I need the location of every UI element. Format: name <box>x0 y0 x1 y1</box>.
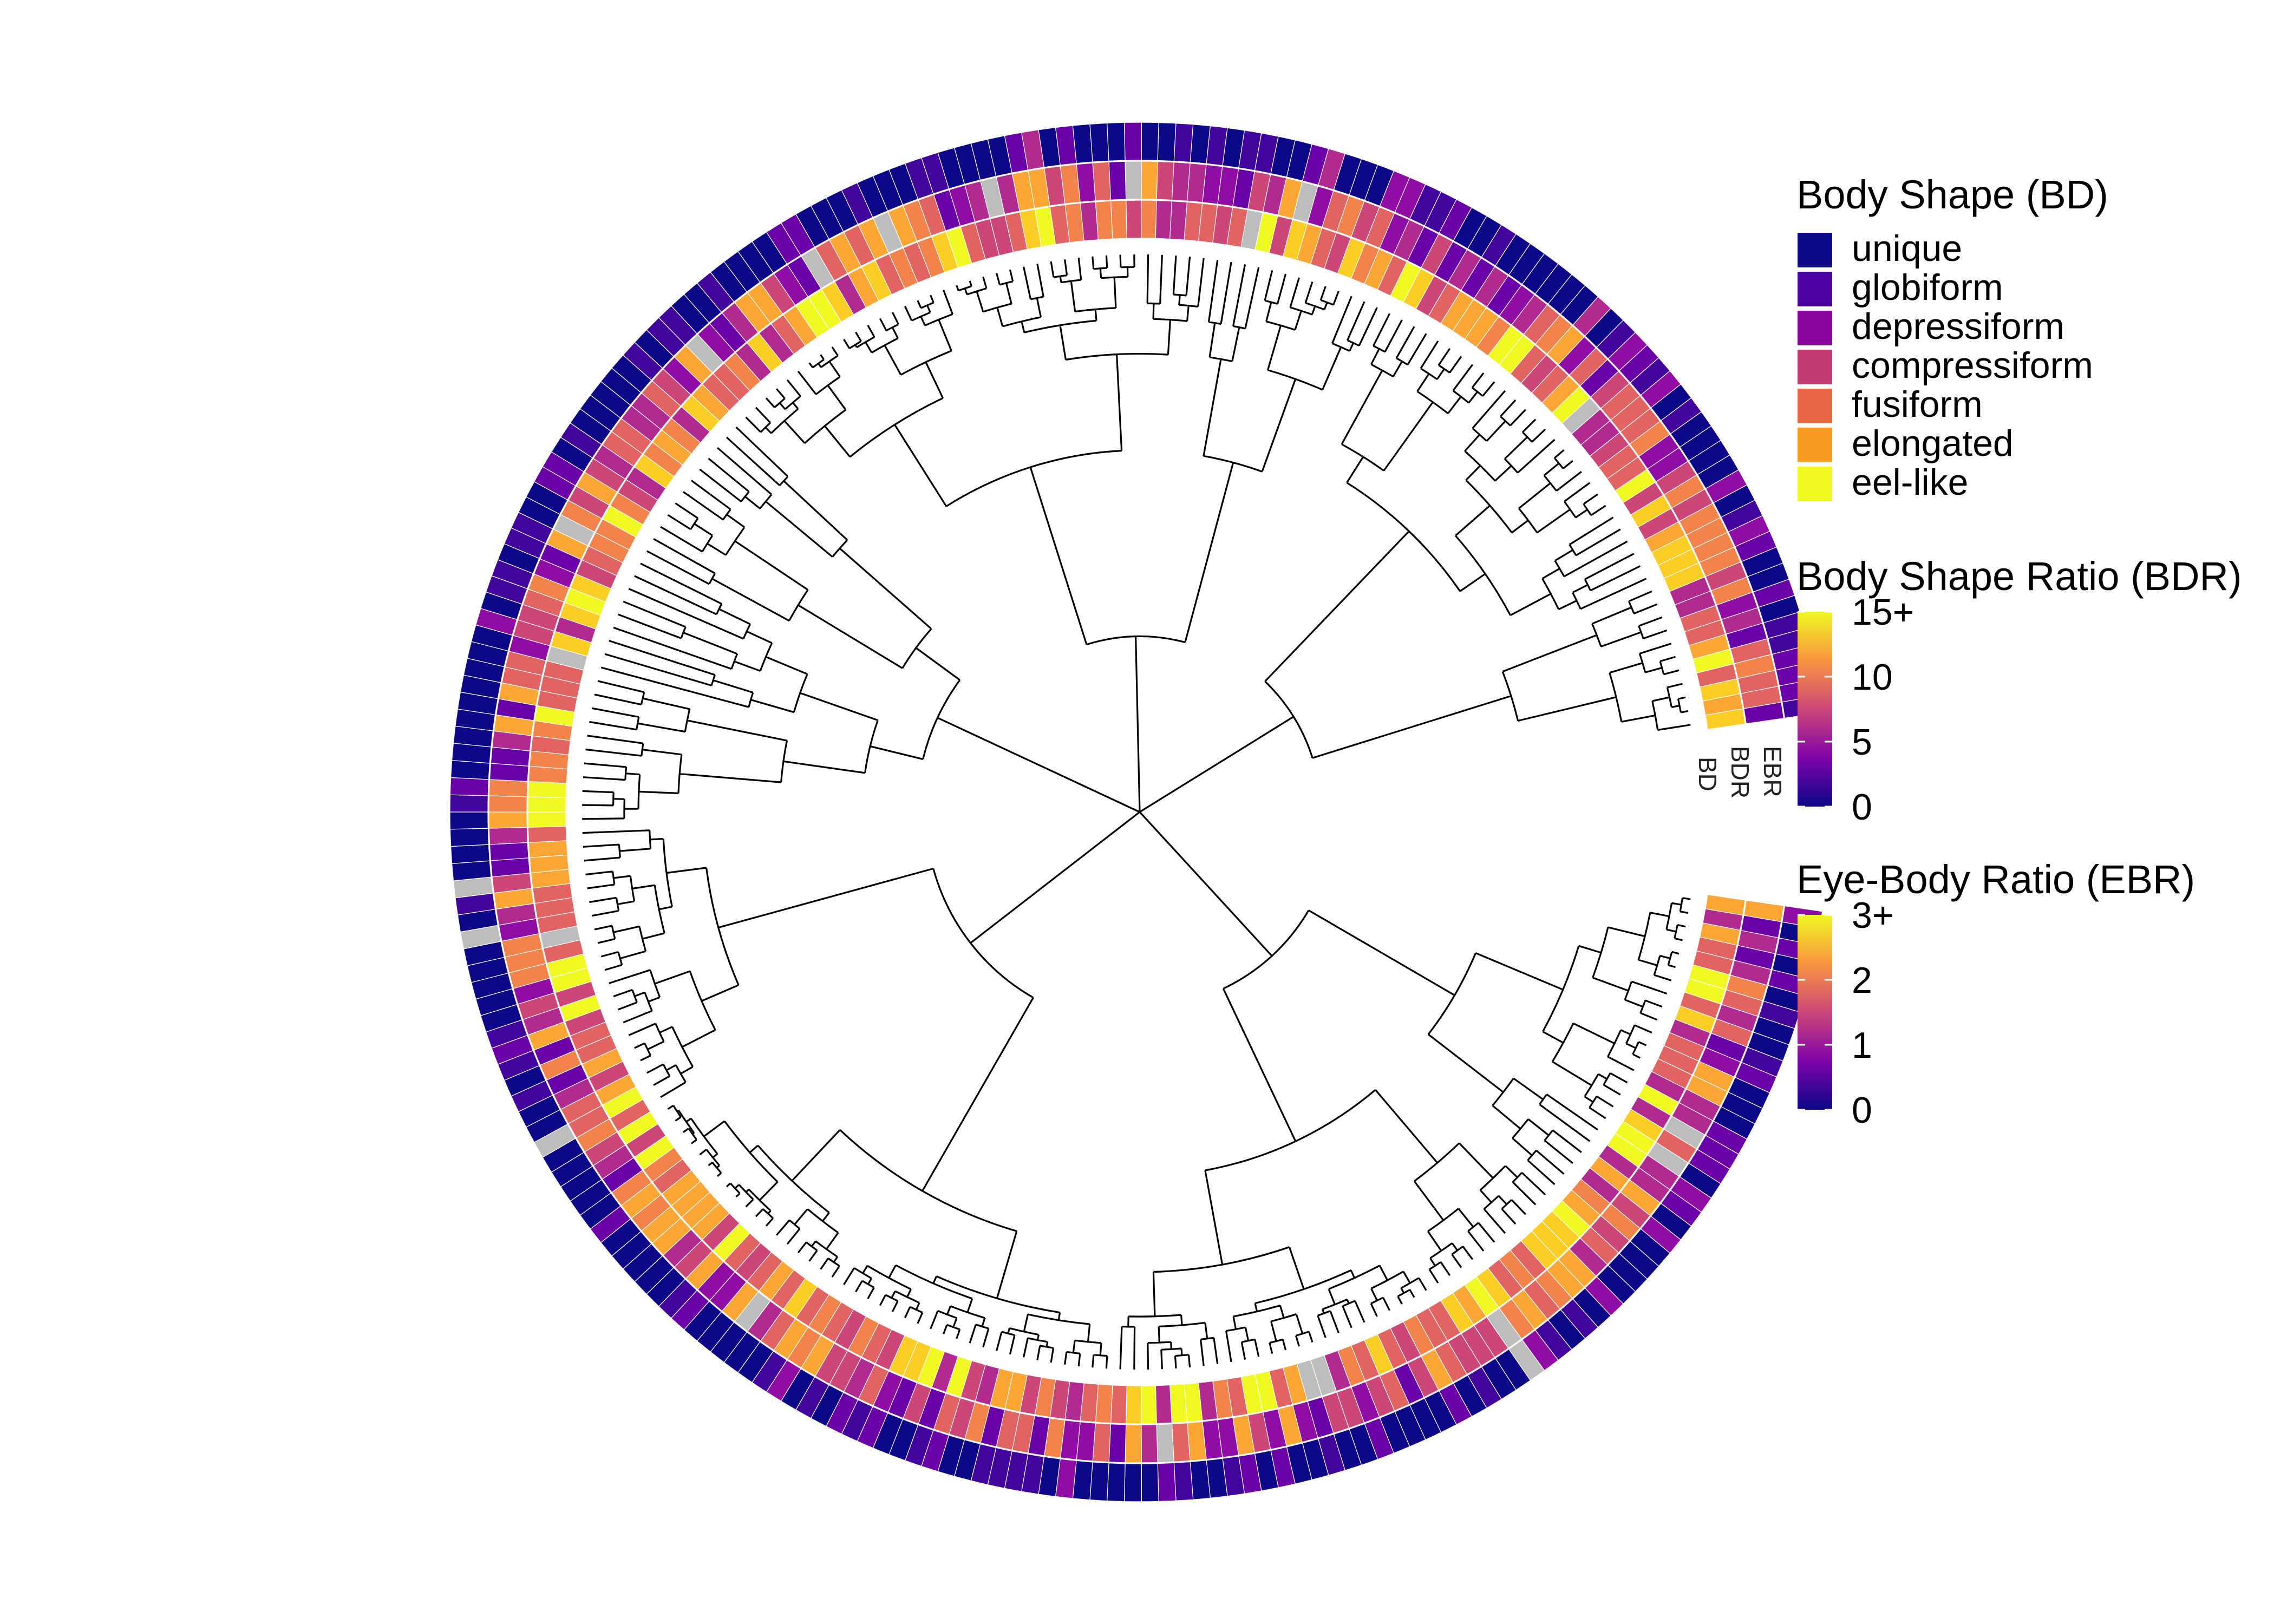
ring-label-bd: BD <box>1694 757 1722 791</box>
legend-swatch-compressiform <box>1798 350 1832 384</box>
heat-cell-bdr <box>489 842 529 861</box>
heat-cell-bd <box>1126 200 1142 239</box>
legend-body-shape-title: Body Shape (BD) <box>1796 172 2108 217</box>
heat-cell-ebr <box>1089 1462 1109 1502</box>
legend-tick-label: 2 <box>1852 960 1872 1001</box>
heat-cell-bd <box>1155 200 1173 240</box>
heat-cell-bdr <box>1076 162 1096 203</box>
heat-cell-ebr <box>1107 122 1126 161</box>
heat-cell-bdr <box>1156 1423 1174 1463</box>
legend-label-eel-like: eel-like <box>1852 462 1968 503</box>
legend-swatch-fusiform <box>1798 389 1832 423</box>
heat-cell-ebr <box>450 759 491 780</box>
heat-cell-bdr <box>1108 1424 1127 1463</box>
legend-label-depressiform: depressiform <box>1852 306 2064 347</box>
heat-cell-ebr <box>1072 123 1093 164</box>
legend-label-elongated: elongated <box>1852 423 2014 464</box>
legend-tick-label: 5 <box>1852 722 1872 763</box>
heat-cell-bd <box>527 781 567 798</box>
legend-bdr-ticks: 15+ 10 5 0 <box>1798 592 1914 828</box>
heat-cell-bd <box>527 796 566 813</box>
legend-ebr-colorbar <box>1798 915 1832 1110</box>
heat-cell-bd <box>1155 1384 1173 1424</box>
heat-cell-bd <box>527 826 567 843</box>
heat-cell-ebr <box>449 777 489 796</box>
legend-body-shape-ratio: Body Shape Ratio (BDR) 15+ 10 5 0 <box>1796 554 2242 828</box>
heat-cell-bdr <box>488 779 528 797</box>
heat-cell-bd <box>1141 1385 1157 1424</box>
heat-cell-ebr <box>1190 1460 1211 1500</box>
heat-cell-bd <box>1110 1385 1127 1424</box>
heat-cell-ebr <box>1157 1462 1177 1502</box>
legend-label-globiform: globiform <box>1852 267 2003 308</box>
heat-cell-bdr <box>1092 1423 1112 1463</box>
legend-tick-label: 10 <box>1852 657 1893 698</box>
heat-cell-bd <box>527 811 566 828</box>
heat-cell-ebr <box>449 828 489 847</box>
ring-labels: EBR BDR BD <box>1694 746 1787 798</box>
legend-tick-label: 15+ <box>1852 592 1914 633</box>
legend-swatch-elongated <box>1798 428 1832 462</box>
heat-cell-bdr <box>488 811 528 829</box>
legend-tick-label: 0 <box>1852 1090 1872 1131</box>
legend-swatch-globiform <box>1798 272 1832 306</box>
legend-body-shape: Body Shape (BD) uniqueglobiformdepressif… <box>1796 172 2108 503</box>
trait-heatmap-rings <box>449 122 1823 1502</box>
legend-swatch-depressiform <box>1798 311 1832 345</box>
heat-cell-bdr <box>1108 161 1127 200</box>
heat-cell-bdr <box>488 827 528 845</box>
heat-cell-bd <box>528 840 568 859</box>
heat-cell-ebr <box>449 794 489 813</box>
heat-cell-bdr <box>1156 161 1174 201</box>
heat-cell-ebr <box>1173 1461 1194 1501</box>
legend-ebr-title: Eye-Body Ratio (EBR) <box>1796 857 2195 902</box>
heat-cell-bdr <box>1092 161 1112 201</box>
heat-cell-ebr <box>1089 122 1109 162</box>
legend-tick-label: 1 <box>1852 1025 1872 1066</box>
heat-cell-bdr <box>1743 702 1785 724</box>
heat-cell-bdr <box>1125 161 1142 200</box>
heat-cell-ebr <box>1173 123 1194 163</box>
heat-cell-bdr <box>488 795 528 813</box>
legend-swatch-eel-like <box>1798 467 1832 501</box>
heat-cell-bdr <box>1141 161 1158 200</box>
heat-cell-bd <box>1110 200 1127 239</box>
heat-cell-bd <box>1095 200 1113 240</box>
ring-label-ebr: EBR <box>1759 746 1787 797</box>
heat-cell-ebr <box>1157 122 1177 162</box>
heat-cell-ebr <box>1141 1463 1159 1502</box>
legend-label-unique: unique <box>1852 228 1962 269</box>
heat-cell-bd <box>1169 1384 1188 1424</box>
heat-cell-ebr <box>449 811 489 830</box>
tree-branch-paths <box>582 254 1691 1370</box>
heat-cell-ebr <box>1123 122 1142 161</box>
heat-cell-ebr <box>1141 122 1159 161</box>
legend-tick-label: 3+ <box>1852 895 1894 936</box>
heat-cell-ebr <box>1107 1463 1126 1502</box>
heat-cell-ebr <box>451 860 492 881</box>
heat-cell-bdr <box>1141 1424 1158 1463</box>
tree-branches <box>582 254 1691 1370</box>
legend-swatch-unique <box>1798 233 1832 267</box>
heat-cell-bdr <box>1125 1424 1142 1463</box>
legend-label-fusiform: fusiform <box>1852 384 1983 425</box>
legend-label-compressiform: compressiform <box>1852 345 2093 386</box>
heat-cell-bd <box>1126 1385 1142 1424</box>
legend-ebr-ticks: 3+ 2 1 0 <box>1798 895 1894 1131</box>
legend-bdr-title: Body Shape Ratio (BDR) <box>1796 554 2242 599</box>
heat-cell-ebr <box>450 844 491 865</box>
heat-cell-ebr <box>1123 1463 1142 1502</box>
heat-cell-bdr <box>1171 1422 1191 1462</box>
legend-bdr-colorbar <box>1798 612 1832 807</box>
heat-cell-bd <box>1705 708 1746 730</box>
heat-cell-bd <box>1141 200 1157 239</box>
legend-eye-body-ratio: Eye-Body Ratio (EBR) 3+ 2 1 0 <box>1796 857 2195 1131</box>
legend-body-shape-items: uniqueglobiformdepressiformcompressiform… <box>1798 228 2093 503</box>
legend-tick-label: 0 <box>1852 787 1872 828</box>
ring-label-bdr: BDR <box>1726 746 1754 798</box>
